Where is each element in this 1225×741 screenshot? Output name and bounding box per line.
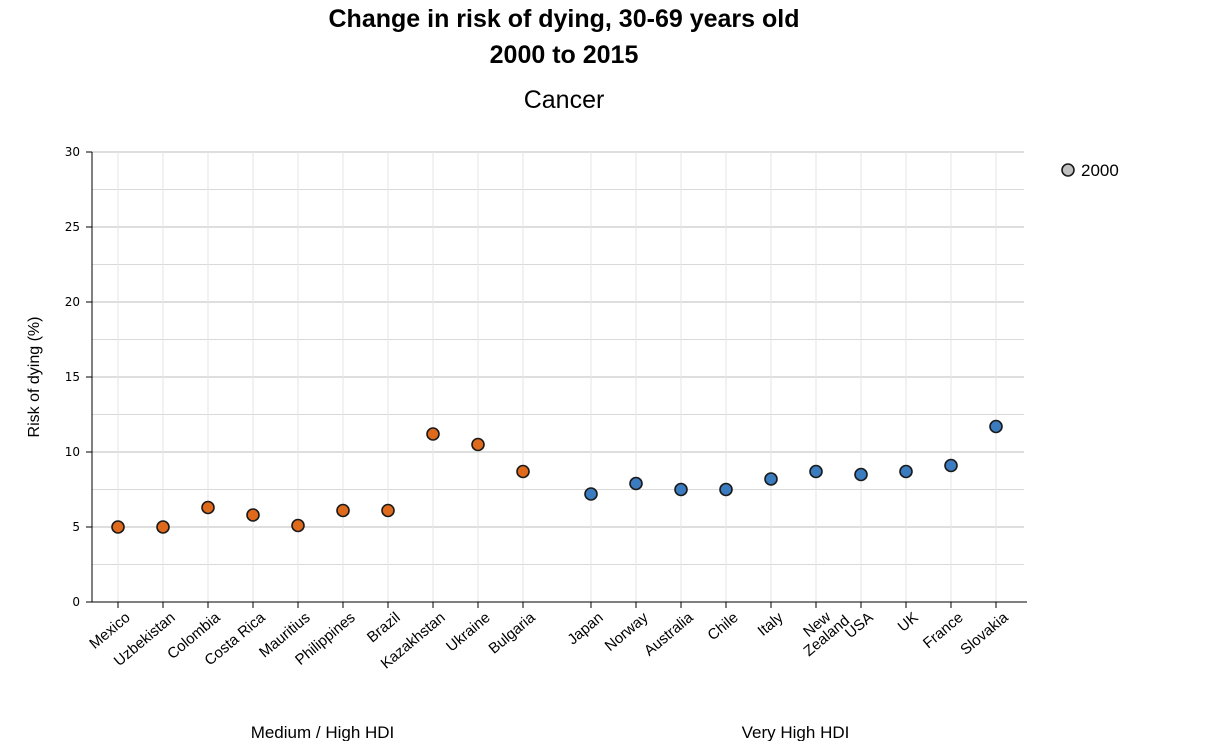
data-point-japan[interactable] (584, 487, 598, 501)
group-label: Medium / High HDI (251, 723, 395, 741)
data-point-australia[interactable] (674, 482, 688, 497)
chart-subtitle: Cancer (524, 86, 605, 114)
group-label: Very High HDI (742, 723, 850, 741)
x-tick-label: Australia (641, 609, 697, 660)
x-tick-label: Bulgaria (485, 609, 539, 658)
y-tick-label: 10 (65, 445, 80, 459)
x-tick-label: Chile (704, 609, 741, 644)
y-tick-label: 15 (65, 370, 80, 384)
data-point-usa[interactable] (854, 467, 868, 482)
x-tick-label: Ukraine (443, 609, 494, 655)
data-point-new-zealand[interactable] (809, 464, 823, 479)
data-point-slovakia[interactable] (989, 419, 1003, 434)
chart-title-block: Change in risk of dying, 30-69 years old… (329, 5, 800, 114)
data-point-chile[interactable] (719, 482, 733, 497)
data-point-mauritius[interactable] (291, 518, 305, 533)
data-point-costa-rica[interactable] (246, 508, 260, 522)
data-point-italy[interactable] (764, 472, 778, 486)
legend-label: 2000 (1081, 161, 1119, 180)
data-point-norway[interactable] (629, 476, 643, 491)
data-points (111, 419, 1003, 534)
data-point-ukraine[interactable] (471, 437, 485, 452)
data-point-uzbekistan[interactable] (156, 520, 170, 534)
chart-title-line-1: Change in risk of dying, 30-69 years old (329, 5, 800, 33)
y-axis-label: Risk of dying (%) (26, 317, 43, 438)
x-tick-label: UK (895, 609, 922, 635)
y-tick-label: 5 (72, 520, 80, 534)
data-point-colombia[interactable] (201, 500, 215, 515)
data-point-bulgaria[interactable] (516, 464, 530, 479)
data-point-france[interactable] (944, 458, 958, 473)
x-tick-label: Brazil (364, 609, 404, 646)
y-tick-label: 30 (65, 145, 80, 159)
y-tick-label: 25 (65, 220, 80, 234)
axis-labels: Risk of dying (%) Medium / High HDI Very … (26, 317, 849, 741)
data-point-philippines[interactable] (336, 503, 350, 518)
x-tick-label: Japan (564, 609, 606, 648)
data-point-uk[interactable] (899, 464, 913, 479)
x-tick-label: Italy (755, 609, 787, 640)
x-tick-label: Slovakia (957, 609, 1012, 659)
data-point-brazil[interactable] (381, 503, 395, 518)
y-tick-label: 20 (65, 295, 80, 309)
legend: 2000 (1061, 161, 1119, 180)
axes: 051015202530MexicoUzbekistanColombiaCost… (65, 145, 1027, 672)
data-point-mexico[interactable] (111, 520, 125, 534)
legend-marker[interactable] (1061, 163, 1075, 177)
data-point-kazakhstan[interactable] (426, 427, 440, 441)
y-tick-label: 0 (72, 595, 80, 609)
x-tick-label: USA (842, 609, 877, 642)
chart-title-line-2: 2000 to 2015 (490, 41, 639, 69)
grid (92, 151, 1024, 603)
